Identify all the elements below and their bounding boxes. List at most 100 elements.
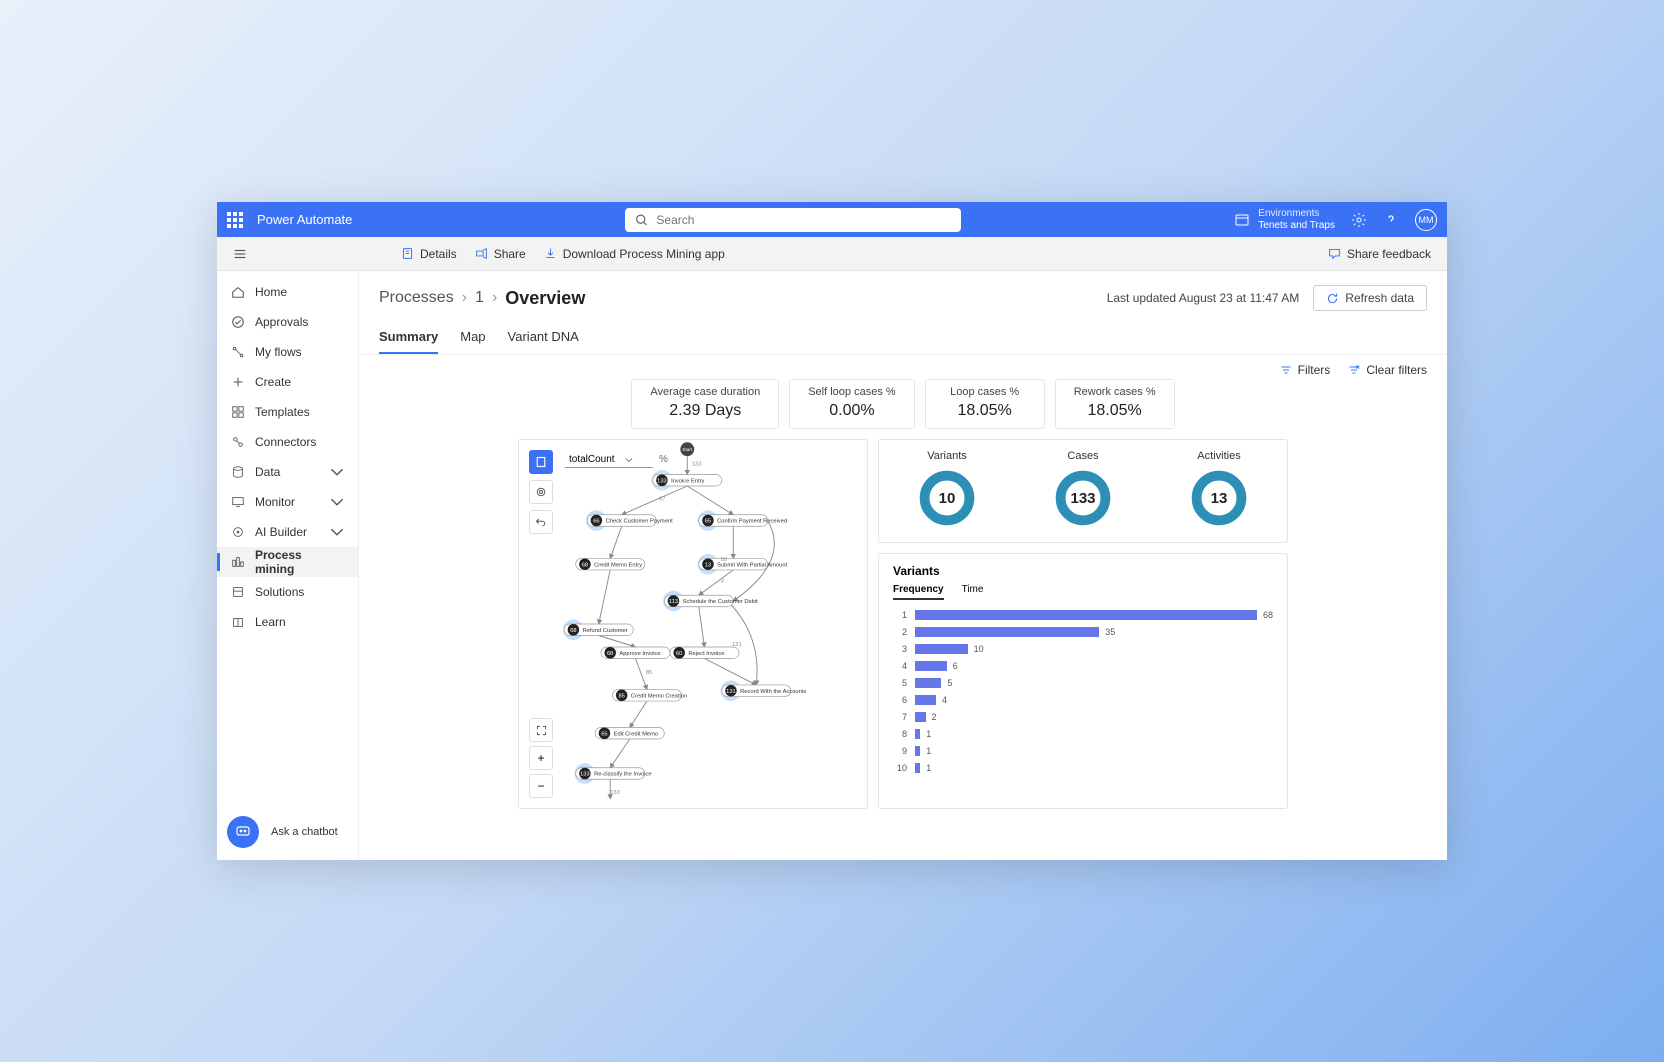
map-pct-label: % [659,454,668,465]
crumb-mid[interactable]: 1 [475,289,484,307]
search-box[interactable] [625,208,961,232]
variant-bar[interactable]: 1 68 [893,608,1273,621]
variant-bar[interactable]: 9 1 [893,744,1273,757]
sidebar-item-learn[interactable]: Learn [217,607,358,637]
solutions-icon [231,585,245,599]
settings-icon[interactable] [1351,212,1367,228]
page-tabs: Summary Map Variant DNA [359,311,1447,355]
map-zoom-in[interactable]: + [529,746,553,770]
chevron-down-icon [625,456,633,464]
filters-button[interactable]: Filters [1280,363,1331,377]
environment-icon [1234,212,1250,228]
app-launcher-icon[interactable] [227,212,243,228]
clear-filters-button[interactable]: Clear filters [1348,363,1427,377]
sidebar-item-process-mining[interactable]: Process mining [217,547,358,577]
svg-text:50: 50 [721,557,727,563]
map-zoom-out[interactable]: − [529,774,553,798]
variant-bar[interactable]: 5 5 [893,676,1273,689]
crumb-root[interactable]: Processes [379,289,454,307]
topbar: Power Automate Environments Tenets and T… [217,202,1447,237]
feedback-button[interactable]: Share feedback [1328,247,1431,261]
tab-variant-dna[interactable]: Variant DNA [508,329,579,354]
variant-bar[interactable]: 4 6 [893,659,1273,672]
sidebar-item-home[interactable]: Home [217,277,358,307]
chevron-down-icon [330,495,344,509]
variants-tab-frequency[interactable]: Frequency [893,584,944,600]
map-fullscreen[interactable] [529,718,553,742]
kpi-card: Average case duration2.39 Days [631,379,779,429]
svg-text:Re-classify the Invoice: Re-classify the Invoice [594,772,652,778]
tab-map[interactable]: Map [460,329,485,354]
svg-text:Submit With Partial Amount: Submit With Partial Amount [717,562,787,568]
sidebar-item-approvals[interactable]: Approvals [217,307,358,337]
variants-title: Variants [893,564,1273,578]
variants-bars: 1 68 2 35 3 10 4 6 5 5 6 4 7 2 8 1 9 1 10 1 [893,608,1273,774]
sidebar-item-monitor[interactable]: Monitor [217,487,358,517]
chatbot-launcher[interactable]: Ask a chatbot [227,816,338,848]
env-label: Environments [1258,208,1335,220]
connectors-icon [231,435,245,449]
svg-text:Edit Credit Memo: Edit Credit Memo [614,731,658,737]
tab-summary[interactable]: Summary [379,329,438,354]
map-metric-dropdown[interactable]: totalCount [565,452,653,468]
data-icon [231,465,245,479]
variant-bar[interactable]: 7 2 [893,710,1273,723]
sidebar-item-data[interactable]: Data [217,457,358,487]
crumb-current: Overview [505,288,585,309]
main-content: Processes › 1 › Overview Last updated Au… [359,271,1447,860]
variant-bar[interactable]: 8 1 [893,727,1273,740]
help-icon[interactable] [1383,212,1399,228]
share-button[interactable]: Share [475,247,526,261]
process-map-svg[interactable]: Start133Invoice Entry66Check Customer Pa… [519,440,867,808]
sidebar-item-create[interactable]: Create [217,367,358,397]
app-title: Power Automate [257,212,352,227]
svg-text:Reject Invoice: Reject Invoice [688,651,724,657]
learn-icon [231,615,245,629]
variant-bar[interactable]: 10 1 [893,761,1273,774]
refresh-icon [1326,292,1339,305]
approvals-icon [231,315,245,329]
variants-tab-time[interactable]: Time [962,584,984,600]
sidebar-item-ai-builder[interactable]: AI Builder [217,517,358,547]
map-tool-view[interactable] [529,450,553,474]
monitor-icon [231,495,245,509]
kpi-card: Self loop cases %0.00% [789,379,914,429]
sidebar-item-solutions[interactable]: Solutions [217,577,358,607]
svg-text:Check Customer Payment: Check Customer Payment [606,519,674,525]
search-input[interactable] [656,213,951,227]
chevron-down-icon [330,525,344,539]
svg-text:Credit Memo Entry: Credit Memo Entry [594,562,642,568]
sidebar-item-my-flows[interactable]: My flows [217,337,358,367]
svg-text:65: 65 [705,519,711,525]
svg-text:113: 113 [669,599,678,605]
svg-text:3: 3 [721,579,724,585]
sidebar: HomeApprovalsMy flowsCreateTemplatesConn… [217,271,359,860]
svg-text:Record With the Accounts: Record With the Accounts [740,689,806,695]
variant-bar[interactable]: 2 35 [893,625,1273,638]
map-tool-undo[interactable] [529,510,553,534]
svg-text:68: 68 [570,628,576,634]
chatbot-icon [227,816,259,848]
app-frame: Power Automate Environments Tenets and T… [217,202,1447,860]
svg-text:Confirm Payment Received: Confirm Payment Received [717,519,787,525]
svg-text:Credit Memo Creation: Credit Memo Creation [631,693,687,699]
svg-text:66: 66 [593,519,599,525]
svg-text:13: 13 [705,562,711,568]
svg-text:67: 67 [659,496,665,502]
user-avatar[interactable]: MM [1415,209,1437,231]
variant-bar[interactable]: 6 4 [893,693,1273,706]
svg-text:85: 85 [646,670,652,676]
download-button[interactable]: Download Process Mining app [544,247,725,261]
refresh-button[interactable]: Refresh data [1313,285,1427,311]
details-button[interactable]: Details [401,247,457,261]
sidebar-item-templates[interactable]: Templates [217,397,358,427]
environment-picker[interactable]: Environments Tenets and Traps [1234,208,1335,232]
variant-bar[interactable]: 3 10 [893,642,1273,655]
clear-filter-icon [1348,364,1360,376]
process-map-panel: totalCount % + − [518,439,868,809]
kpi-row: Average case duration2.39 DaysSelf loop … [379,379,1427,429]
hamburger-button[interactable] [233,247,271,261]
map-tool-target[interactable] [529,480,553,504]
svg-text:133: 133 [657,478,667,484]
sidebar-item-connectors[interactable]: Connectors [217,427,358,457]
